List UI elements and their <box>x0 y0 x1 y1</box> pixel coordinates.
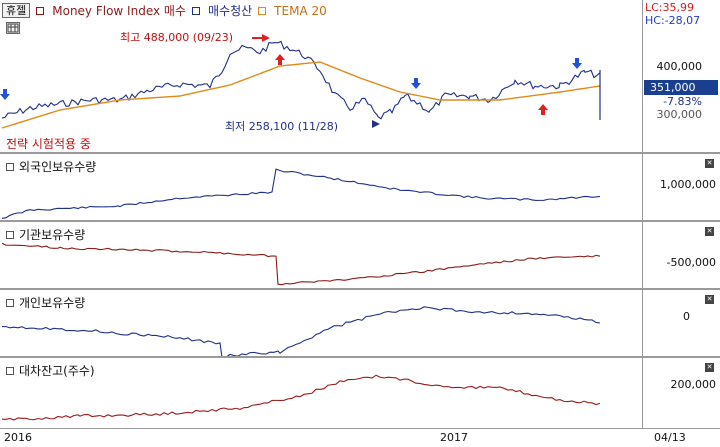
lending-balance-line <box>1 374 601 421</box>
foreign-holdings-title: 외국인보유수량 <box>6 158 96 175</box>
tema-label[interactable]: TEMA 20 <box>274 3 327 18</box>
close-icon[interactable]: ✕ <box>705 363 714 372</box>
low-pointer-icon <box>372 120 380 128</box>
strategy-note: 전략 시험적용 중 <box>6 137 91 151</box>
grid-icon[interactable] <box>6 22 20 34</box>
close-icon[interactable]: ✕ <box>705 227 714 236</box>
lending-axis-label: 200,000 <box>670 378 717 391</box>
institution-plot-border <box>0 222 643 288</box>
lending-legend-swatch <box>6 366 14 375</box>
sell-signal-label[interactable]: 매수청산 <box>208 4 253 18</box>
individual-holdings-pane[interactable]: 개인보유수량 ✕ 0 <box>0 290 720 356</box>
foreign-legend-swatch <box>6 162 14 171</box>
price-line <box>1 40 601 120</box>
tema-legend-swatch <box>258 6 267 15</box>
pane-divider-2[interactable] <box>0 220 720 222</box>
tema-line <box>1 61 601 129</box>
lending-balance-pane[interactable]: 대차잔고(주수) ✕ 200,000 <box>0 358 720 428</box>
lending-chart-svg[interactable] <box>0 358 720 428</box>
institution-holdings-pane[interactable]: 기관보유수량 ✕ -500,000 <box>0 222 720 288</box>
pane-divider-3[interactable] <box>0 288 720 290</box>
institution-axis-label: -500,000 <box>666 256 716 269</box>
current-price-tag: 351,000 <box>644 80 718 95</box>
lending-balance-label: 대차잔고(주수) <box>19 364 95 378</box>
individual-axis-label: 0 <box>683 310 690 323</box>
xaxis-label-2016: 2016 <box>4 431 32 444</box>
close-icon[interactable]: ✕ <box>705 295 714 304</box>
lending-plot-border <box>0 358 643 428</box>
pane-divider-4[interactable] <box>0 356 720 358</box>
price-axis-label-400k: 400,000 <box>656 60 703 73</box>
buy-signal-arrow <box>275 54 285 65</box>
sell-signal-arrow <box>572 58 582 69</box>
institution-legend-swatch <box>6 230 14 239</box>
xaxis-label-2017: 2017 <box>440 431 468 444</box>
individual-holdings-label: 개인보유수량 <box>19 296 86 310</box>
foreign-chart-svg[interactable] <box>0 154 720 220</box>
buy-signal-arrow <box>538 104 548 115</box>
price-axis-label-300k: 300,000 <box>656 108 703 121</box>
individual-chart-svg[interactable] <box>0 290 720 356</box>
institution-holdings-title: 기관보유수량 <box>6 226 85 243</box>
chart-legend: 휴젤 Money Flow Index 매수 매수청산 TEMA 20 <box>2 2 327 19</box>
change-percent-label: -7.83% <box>663 95 702 108</box>
stock-name-badge[interactable]: 휴젤 <box>2 3 31 18</box>
sell-signal-arrow <box>411 78 421 89</box>
foreign-plot-border <box>0 154 643 220</box>
signal-legend-swatch <box>192 6 200 15</box>
low-price-annotation: 최저 258,100 (11/28) <box>225 120 339 133</box>
lc-readout: LC:35,99 <box>645 1 695 14</box>
time-axis[interactable]: 2016 2017 04/13 <box>0 428 720 447</box>
individual-plot-border <box>0 290 643 356</box>
individual-holdings-title: 개인보유수량 <box>6 294 85 311</box>
xaxis-label-date: 04/13 <box>654 431 686 444</box>
hc-readout: HC:-28,07 <box>645 14 701 27</box>
foreign-holdings-pane[interactable]: 외국인보유수량 ✕ 1,000,000 <box>0 154 720 220</box>
individual-holdings-line <box>1 306 601 356</box>
institution-holdings-label: 기관보유수량 <box>19 228 86 242</box>
lending-balance-title: 대차잔고(주수) <box>6 362 95 379</box>
high-pointer-icon <box>262 34 270 42</box>
individual-legend-swatch <box>6 298 14 307</box>
close-icon[interactable]: ✕ <box>705 159 714 168</box>
price-plot-border <box>0 0 643 152</box>
sell-signal-arrow <box>0 89 10 100</box>
mfi-indicator-label[interactable]: Money Flow Index 매수 <box>52 4 186 18</box>
mfi-legend-swatch <box>36 6 45 15</box>
pane-divider-1[interactable] <box>0 152 720 154</box>
high-price-annotation: 최고 488,000 (09/23) <box>120 31 234 44</box>
foreign-holdings-line <box>1 168 601 219</box>
price-pane[interactable]: 휴젤 Money Flow Index 매수 매수청산 TEMA 20 LC:3… <box>0 0 720 152</box>
institution-chart-svg[interactable] <box>0 222 720 288</box>
institution-holdings-line <box>1 242 601 286</box>
price-chart-svg[interactable] <box>0 0 720 152</box>
foreign-holdings-label: 외국인보유수량 <box>19 160 97 174</box>
foreign-axis-label: 1,000,000 <box>660 178 716 191</box>
